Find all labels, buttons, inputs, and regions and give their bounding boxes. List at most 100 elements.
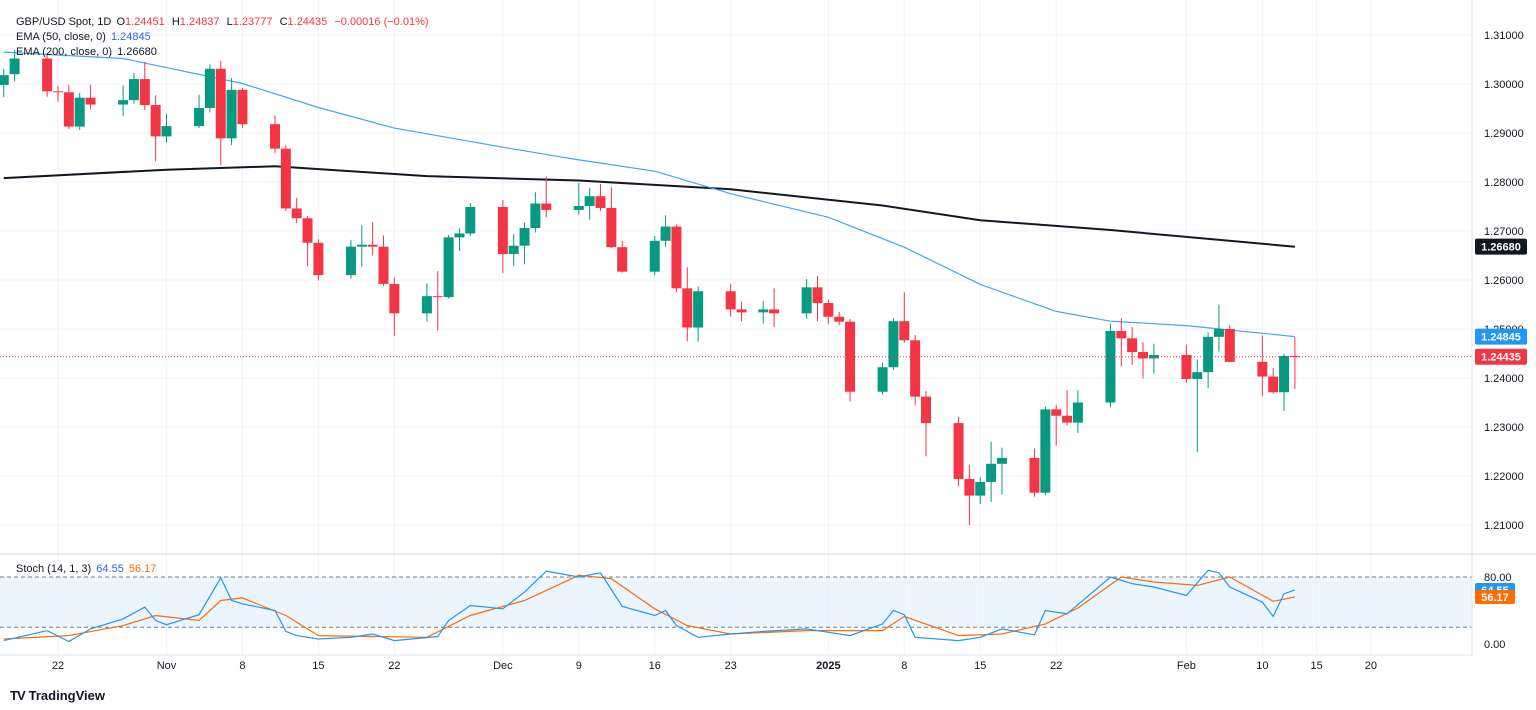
stoch-tick-label: 0.00 <box>1484 639 1505 651</box>
candle-body <box>736 309 747 313</box>
candle-body <box>74 97 85 127</box>
candle <box>313 239 324 281</box>
candle <box>128 72 139 104</box>
candle-body <box>139 79 150 106</box>
stoch-d-value: 56.17 <box>128 563 157 575</box>
candle-body <box>226 89 237 139</box>
candle <box>899 292 910 343</box>
high-value: 1.24837 <box>179 16 220 28</box>
candle-body <box>769 309 780 314</box>
candle <box>953 416 964 487</box>
brand-name: TradingView <box>28 688 105 703</box>
candle <box>150 95 161 162</box>
candle <box>389 277 400 336</box>
candle <box>986 441 997 503</box>
ema50-value: 1.24845 <box>110 31 151 43</box>
candle-body <box>204 68 215 108</box>
candle-body <box>161 126 172 137</box>
price-tick-label: 1.22000 <box>1484 471 1524 483</box>
candle-body <box>389 283 400 314</box>
candle <box>519 222 530 265</box>
ema50-price-badge-bg <box>1475 328 1527 345</box>
price-tick-label: 1.26000 <box>1484 275 1524 287</box>
tradingview-logo-icon: TV <box>10 688 26 703</box>
candle-body <box>921 396 931 424</box>
candles[interactable] <box>0 49 1300 526</box>
stoch-legend: Stoch (14, 1, 3) 64.55 56.17 <box>16 562 158 576</box>
candle-body <box>1040 409 1051 493</box>
candle-body <box>313 242 324 276</box>
candle <box>378 235 389 286</box>
candle <box>660 215 671 247</box>
candle <box>1116 318 1127 367</box>
date-tick-label: 22 <box>1050 660 1062 672</box>
candle-body <box>1213 329 1224 337</box>
candle <box>1224 325 1235 363</box>
candle <box>769 288 780 328</box>
candle-body <box>1051 409 1062 416</box>
candle <box>1062 390 1073 426</box>
candle <box>801 279 812 319</box>
candle-body <box>378 246 389 284</box>
candle <box>617 240 628 273</box>
candle-body <box>964 478 975 496</box>
price-tick-label: 1.31000 <box>1484 30 1524 42</box>
candle <box>736 301 747 322</box>
candle <box>367 222 378 256</box>
candle <box>1127 327 1138 365</box>
candle-body <box>1181 354 1192 379</box>
tradingview-brand[interactable]: TV TradingView <box>10 688 105 703</box>
candle <box>1268 368 1279 394</box>
ohlc-legend: GBP/USD Spot, 1D O1.24451 H1.24837 L1.23… <box>16 15 431 29</box>
candle <box>204 64 215 113</box>
candle <box>302 216 313 267</box>
candle-body <box>1279 355 1290 393</box>
date-tick-label: Dec <box>493 660 513 672</box>
last-price-badge-text: 1.24435 <box>1481 352 1521 364</box>
candle-body <box>573 205 584 210</box>
ema50-price-badge: 1.24845 <box>1475 328 1527 345</box>
candle <box>1148 343 1159 374</box>
candle <box>53 85 63 102</box>
candle-body <box>1289 355 1300 357</box>
low-value: 1.23777 <box>232 16 273 28</box>
candle-body <box>877 367 888 392</box>
candle <box>226 78 237 146</box>
high-label: H1.24837 <box>171 16 220 28</box>
candle <box>161 113 172 143</box>
candle-body <box>270 124 280 149</box>
candle <box>345 239 356 279</box>
candle <box>497 200 508 274</box>
price-tick-label: 1.28000 <box>1484 177 1524 189</box>
candle-body <box>9 58 20 75</box>
candle-body <box>823 303 834 317</box>
ema-200-path <box>3 165 1295 248</box>
candle <box>606 187 617 249</box>
candle <box>671 224 682 293</box>
candle <box>758 301 769 324</box>
candle-body <box>1268 376 1279 393</box>
date-tick-label: 10 <box>1256 660 1268 672</box>
ema-50-line <box>3 51 1295 338</box>
stoch-k-path <box>3 569 1296 643</box>
candle-body <box>1062 415 1073 423</box>
candle-body <box>758 309 769 313</box>
candle-body <box>63 92 74 127</box>
candle-body <box>1105 330 1116 403</box>
candle-body <box>508 245 519 255</box>
date-tick-label: 8 <box>239 660 245 672</box>
candle <box>465 203 476 236</box>
candle <box>443 234 454 299</box>
candle-body <box>465 206 476 234</box>
stoch-label: Stoch (14, 1, 3) <box>16 563 92 575</box>
candle <box>888 318 899 370</box>
candle <box>1072 390 1083 433</box>
ema200-legend: EMA (200, close, 0) 1.26680 <box>16 45 159 59</box>
candle <box>823 299 834 325</box>
candle-body <box>1192 372 1203 379</box>
candle <box>725 283 736 317</box>
date-tick-label: 8 <box>901 660 907 672</box>
last-price-badge: 1.24435 <box>1475 348 1527 365</box>
candle <box>237 87 248 129</box>
